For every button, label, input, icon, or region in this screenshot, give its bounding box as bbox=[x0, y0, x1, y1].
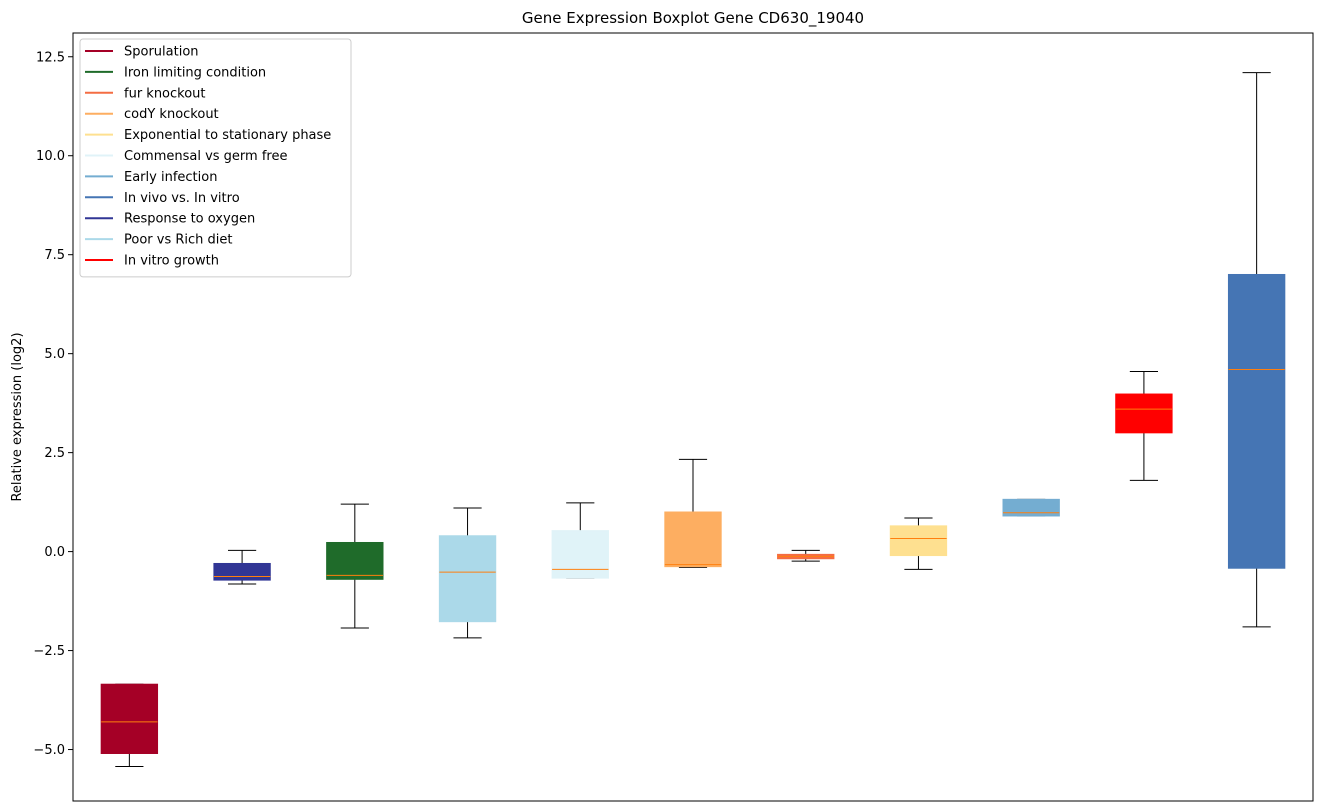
y-tick-label: 5.0 bbox=[44, 347, 65, 362]
plot-area bbox=[100, 72, 1286, 768]
y-tick-label: 7.5 bbox=[44, 248, 65, 263]
legend-label: Sporulation bbox=[124, 45, 199, 60]
box-response-to-oxygen bbox=[213, 549, 271, 585]
box-in-vivo-vs-in-vitro bbox=[1227, 72, 1286, 628]
box-body bbox=[1115, 393, 1173, 434]
legend-label: Exponential to stationary phase bbox=[124, 128, 331, 143]
box-body bbox=[213, 562, 271, 581]
box-body bbox=[100, 683, 159, 754]
legend-label: fur knockout bbox=[124, 86, 206, 101]
box-fur-knockout bbox=[777, 549, 835, 562]
box-commensal-vs-germ-free bbox=[551, 502, 609, 579]
box-body bbox=[1002, 498, 1060, 517]
box-body bbox=[889, 525, 948, 557]
axes-frame bbox=[72, 32, 1314, 802]
y-tick-label: 10.0 bbox=[36, 149, 65, 164]
box-body bbox=[1227, 273, 1286, 569]
box-body bbox=[438, 535, 497, 623]
y-tick-label: −5.0 bbox=[33, 743, 65, 758]
y-tick-label: 2.5 bbox=[44, 446, 65, 461]
box-cody-knockout bbox=[664, 458, 722, 568]
box-sporulation bbox=[100, 683, 159, 768]
legend-label: In vitro growth bbox=[124, 254, 219, 269]
box-in-vitro-growth bbox=[1115, 370, 1173, 481]
box-body bbox=[551, 530, 609, 579]
legend-label: Poor vs Rich diet bbox=[124, 233, 232, 248]
box-poor-vs-rich-diet bbox=[438, 507, 497, 639]
y-tick-label: −2.5 bbox=[33, 644, 65, 659]
box-body bbox=[664, 511, 722, 568]
box-body bbox=[326, 541, 384, 580]
legend-label: Early infection bbox=[124, 170, 217, 185]
y-axis: −5.0 −2.5 0.0 2.5 5.0 7.5 10.0 12.5 bbox=[33, 50, 73, 758]
box-iron-limiting-condition bbox=[326, 503, 384, 629]
legend-label: Response to oxygen bbox=[124, 212, 255, 227]
box-early-infection bbox=[1002, 498, 1060, 517]
legend-box bbox=[79, 38, 352, 278]
box-exponential-to-stationary-phase bbox=[889, 517, 948, 570]
legend-label: codY knockout bbox=[124, 107, 219, 122]
y-axis-label: Relative expression (log2) bbox=[10, 332, 25, 501]
chart-title: Gene Expression Boxplot Gene CD630_19040 bbox=[522, 9, 864, 28]
y-tick-label: 0.0 bbox=[44, 545, 65, 560]
legend-label: Iron limiting condition bbox=[124, 65, 266, 80]
legend-label: Commensal vs germ free bbox=[124, 149, 287, 164]
legend: Sporulation Iron limiting condition fur kn… bbox=[79, 38, 352, 278]
legend-label: In vivo vs. In vitro bbox=[124, 191, 240, 206]
y-tick-label: 12.5 bbox=[36, 50, 65, 65]
